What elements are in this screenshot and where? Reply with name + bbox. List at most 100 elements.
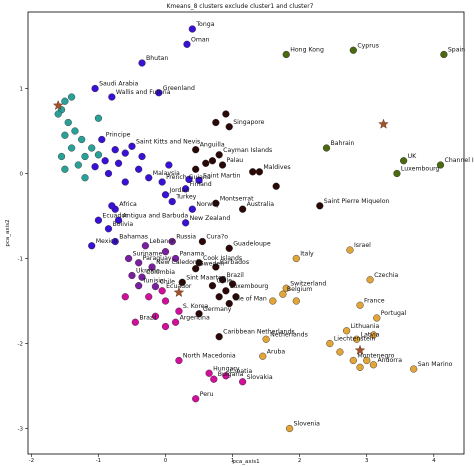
scatter-point xyxy=(128,142,136,150)
point-label: Luxembourg xyxy=(230,283,269,290)
scatter-point xyxy=(81,174,89,182)
scatter-point xyxy=(356,301,364,309)
scatter-point xyxy=(135,282,143,290)
scatter-point xyxy=(88,144,96,152)
point-label: Aruba xyxy=(267,348,286,355)
point-label: Chile xyxy=(159,279,175,286)
scatter-point xyxy=(212,199,220,207)
point-label: Anguilla xyxy=(200,142,225,149)
point-label: Suriname xyxy=(133,251,163,258)
scatter-point xyxy=(175,356,183,365)
point-label: Paraguay xyxy=(143,255,172,262)
scatter-point xyxy=(91,84,99,93)
scatter-point xyxy=(188,25,196,33)
scatter-point xyxy=(94,216,103,224)
point-label: Principe xyxy=(106,132,131,139)
centroid-star-marker xyxy=(173,286,185,298)
x-axis-label: pca_axis1 xyxy=(232,459,259,465)
point-label: Bolivia xyxy=(112,221,133,228)
scatter-point xyxy=(168,237,176,246)
point-label: Sint Maarten xyxy=(186,274,226,281)
point-label: Lebanon xyxy=(149,238,176,245)
scatter-point xyxy=(225,299,233,308)
scatter-point xyxy=(210,375,218,383)
x-tick-label: 2 xyxy=(298,458,302,464)
scatter-point xyxy=(182,219,190,227)
scatter-point xyxy=(212,118,220,127)
point-label: Netherlands xyxy=(270,331,308,338)
point-label: Chile xyxy=(216,278,232,285)
x-tick-label: 0 xyxy=(164,458,168,464)
scatter-point xyxy=(175,307,183,315)
scatter-point xyxy=(81,152,89,161)
point-label: Bahamas xyxy=(119,234,148,241)
point-label: Germany xyxy=(203,306,232,313)
point-label: Ecuador xyxy=(166,283,192,290)
data-points xyxy=(54,25,448,433)
point-label: Isle of Man xyxy=(233,296,267,303)
scatter-point xyxy=(215,293,223,301)
point-label: Saint Martin xyxy=(203,172,241,179)
point-label: North Macedonia xyxy=(183,353,236,360)
scatter-point xyxy=(158,178,166,186)
scatter-point xyxy=(108,93,116,101)
scatter-point xyxy=(269,297,277,305)
point-label: Portugal xyxy=(381,310,407,317)
point-label: France xyxy=(364,297,385,304)
point-label: Lithuania xyxy=(351,323,380,330)
scatter-point xyxy=(67,144,76,152)
scatter-point xyxy=(104,169,113,178)
point-label: Tunisia xyxy=(142,278,164,285)
scatter-point xyxy=(71,127,79,135)
scatter-point xyxy=(138,59,146,67)
scatter-point xyxy=(195,259,203,267)
scatter-point xyxy=(128,271,136,280)
point-label: Israel xyxy=(354,242,371,249)
point-label: Brazil xyxy=(139,314,157,321)
point-label: Cyprus xyxy=(357,42,379,49)
scatter-point xyxy=(88,242,96,250)
scatter-point xyxy=(192,165,200,173)
y-tick-label: -3 xyxy=(18,427,24,433)
point-label: Cayman Islands xyxy=(223,147,272,154)
x-tick-label: 3 xyxy=(365,458,369,464)
point-label: Guadeloupe xyxy=(233,240,271,247)
point-label: Palau xyxy=(227,157,244,164)
scatter-point xyxy=(208,282,217,290)
point-label: Antigua and Barbuda xyxy=(123,212,189,219)
point-label: Cook Islands xyxy=(203,255,242,262)
scatter-point xyxy=(218,161,227,169)
scatter-point xyxy=(155,89,163,97)
scatter-point xyxy=(225,123,233,131)
point-label: Greenland xyxy=(163,85,195,92)
scatter-point xyxy=(121,293,129,301)
scatter-point xyxy=(436,161,445,169)
scatter-point xyxy=(353,335,361,343)
scatter-point xyxy=(185,175,193,184)
centroid-star-marker xyxy=(354,344,366,355)
scatter-point xyxy=(363,356,371,365)
scatter-point xyxy=(182,185,190,193)
plot-frame xyxy=(27,11,465,455)
scatter-point xyxy=(255,168,264,176)
scatter-point xyxy=(369,331,378,339)
point-label: Panama xyxy=(180,251,205,258)
scatter-point xyxy=(346,246,354,254)
scatter-point xyxy=(222,287,230,295)
point-label: Jordan xyxy=(169,187,190,194)
scatter-point xyxy=(343,327,351,335)
scatter-point xyxy=(135,165,143,173)
y-tick-label: -1 xyxy=(18,257,23,263)
scatter-point xyxy=(205,369,213,377)
scatter-point xyxy=(108,202,116,210)
point-label: Sweden xyxy=(200,261,225,268)
scatter-point xyxy=(165,161,173,169)
point-label: Andorra xyxy=(377,357,402,364)
point-label: Saint Pierre Miquelon xyxy=(324,198,390,205)
scatter-point xyxy=(369,361,378,369)
scatter-point xyxy=(161,248,170,256)
scatter-point xyxy=(61,131,69,139)
scatter-point xyxy=(239,378,247,386)
point-label: Finland xyxy=(190,181,212,188)
scatter-point xyxy=(57,152,66,161)
